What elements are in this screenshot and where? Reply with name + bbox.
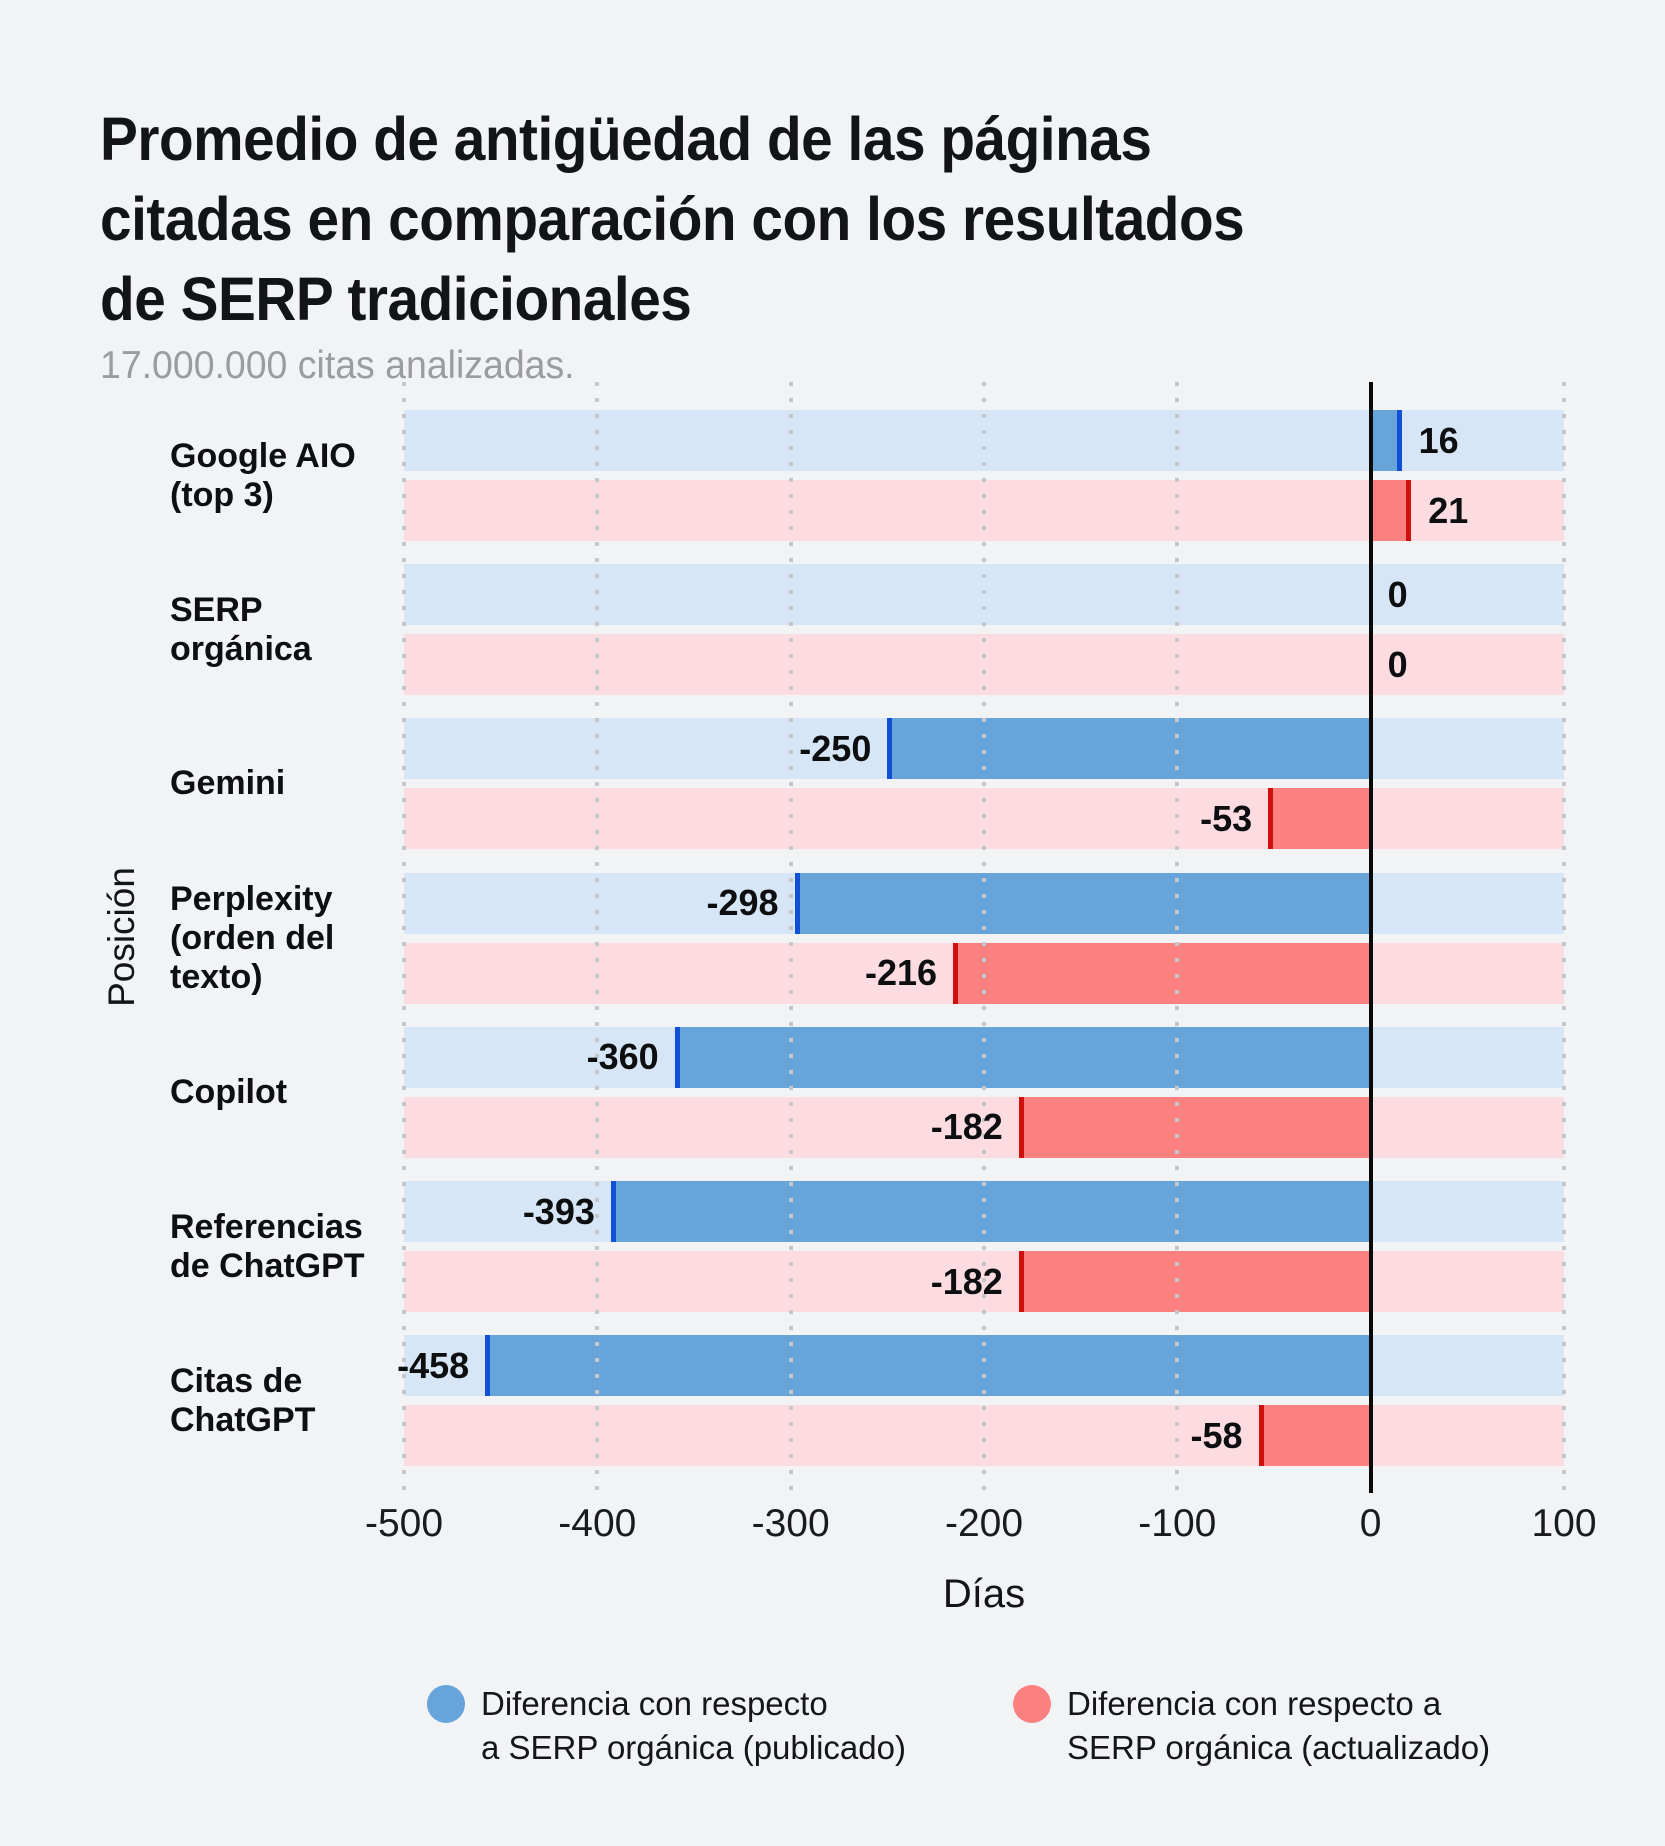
bar-tip-actualizado (953, 942, 959, 1004)
value-label: -298 (706, 882, 779, 924)
category-label: Google AIO (top 3) (170, 436, 356, 514)
category-label: Citas de ChatGPT (170, 1361, 316, 1439)
bar-publicado (485, 1335, 1371, 1397)
legend-marker-actualizado-icon (1013, 1685, 1051, 1723)
category-label: Referencias de ChatGPT (170, 1207, 365, 1285)
legend-item-publicado: Diferencia con respecto a SERP orgánica … (427, 1682, 906, 1770)
value-label: -216 (865, 952, 938, 994)
bar-actualizado (1018, 1096, 1371, 1158)
x-axis-title: Días (942, 1572, 1026, 1616)
x-tick-label: -500 (364, 1502, 444, 1545)
value-label: 0 (1387, 573, 1408, 615)
value-label: -53 (1200, 797, 1253, 839)
bar-tip-actualizado (1268, 788, 1274, 850)
x-tick-label: -200 (944, 1502, 1024, 1545)
gridline (788, 382, 793, 1493)
bar-tip-actualizado (1406, 480, 1412, 541)
gridline (1562, 382, 1566, 1493)
bar-tip-actualizado (1258, 1405, 1264, 1467)
value-label: -58 (1190, 1414, 1243, 1456)
gridline (1175, 382, 1180, 1493)
bar-tip-publicado (794, 872, 800, 934)
bar-publicado (794, 872, 1371, 934)
value-label: 0 (1387, 643, 1408, 685)
value-label: 21 (1428, 489, 1469, 531)
value-label: -182 (930, 1260, 1003, 1302)
chart-title: Promedio de antigüedad de las páginas ci… (100, 104, 1245, 333)
bar-actualizado (1370, 480, 1412, 541)
x-tick-label: -300 (751, 1502, 830, 1545)
x-tick-label: 100 (1531, 1502, 1597, 1545)
category-label: SERP orgánica (170, 590, 312, 668)
x-tick-label: 0 (1359, 1502, 1382, 1545)
chart-subtitle: 17.000.000 citas analizadas. (100, 344, 575, 387)
bar-tip-publicado (1396, 410, 1402, 471)
legend-label-actualizado: Diferencia con respecto a SERP orgánica … (1067, 1685, 1491, 1766)
bar-publicado (674, 1026, 1371, 1088)
x-tick-label: -400 (558, 1502, 637, 1545)
value-label: -393 (522, 1190, 595, 1232)
bar-actualizado (1268, 788, 1371, 850)
category-label: Copilot (170, 1072, 288, 1111)
bar-publicado (1370, 410, 1402, 471)
category-label: Gemini (170, 764, 286, 803)
gridline (402, 382, 406, 1493)
bar-actualizado (1258, 1405, 1371, 1467)
bar-tip-actualizado (1018, 1251, 1024, 1312)
value-label: -250 (799, 727, 872, 769)
bar-tip-publicado (674, 1026, 680, 1088)
bar-tip-actualizado (1018, 1096, 1024, 1158)
value-label: 16 (1418, 419, 1459, 461)
gridline (595, 382, 600, 1493)
bar-tip-publicado (887, 718, 893, 780)
y-axis-title: Posición (101, 867, 142, 1007)
legend-marker-publicado-icon (427, 1685, 465, 1723)
bar-actualizado (953, 942, 1371, 1004)
value-label: -360 (586, 1036, 659, 1078)
legend-item-actualizado: Diferencia con respecto a SERP orgánica … (1013, 1682, 1490, 1770)
bar-publicado (610, 1181, 1371, 1242)
value-label: -182 (930, 1106, 1003, 1148)
legend-label-publicado: Diferencia con respecto a SERP orgánica … (481, 1685, 906, 1766)
x-tick-label: -100 (1138, 1502, 1217, 1545)
plot-area: Días 16 21 Google AIO (top 3) 0 0 SERP orgáni… (170, 382, 1597, 1616)
value-label: -458 (397, 1344, 470, 1386)
category-label: Perplexity (orden del texto) (170, 879, 335, 996)
bar-actualizado (1018, 1251, 1371, 1312)
gridline (982, 382, 986, 1493)
bar-tip-publicado (610, 1181, 616, 1242)
bar-tip-publicado (485, 1335, 491, 1397)
bar-publicado (887, 718, 1371, 780)
zero-line (1368, 382, 1373, 1493)
